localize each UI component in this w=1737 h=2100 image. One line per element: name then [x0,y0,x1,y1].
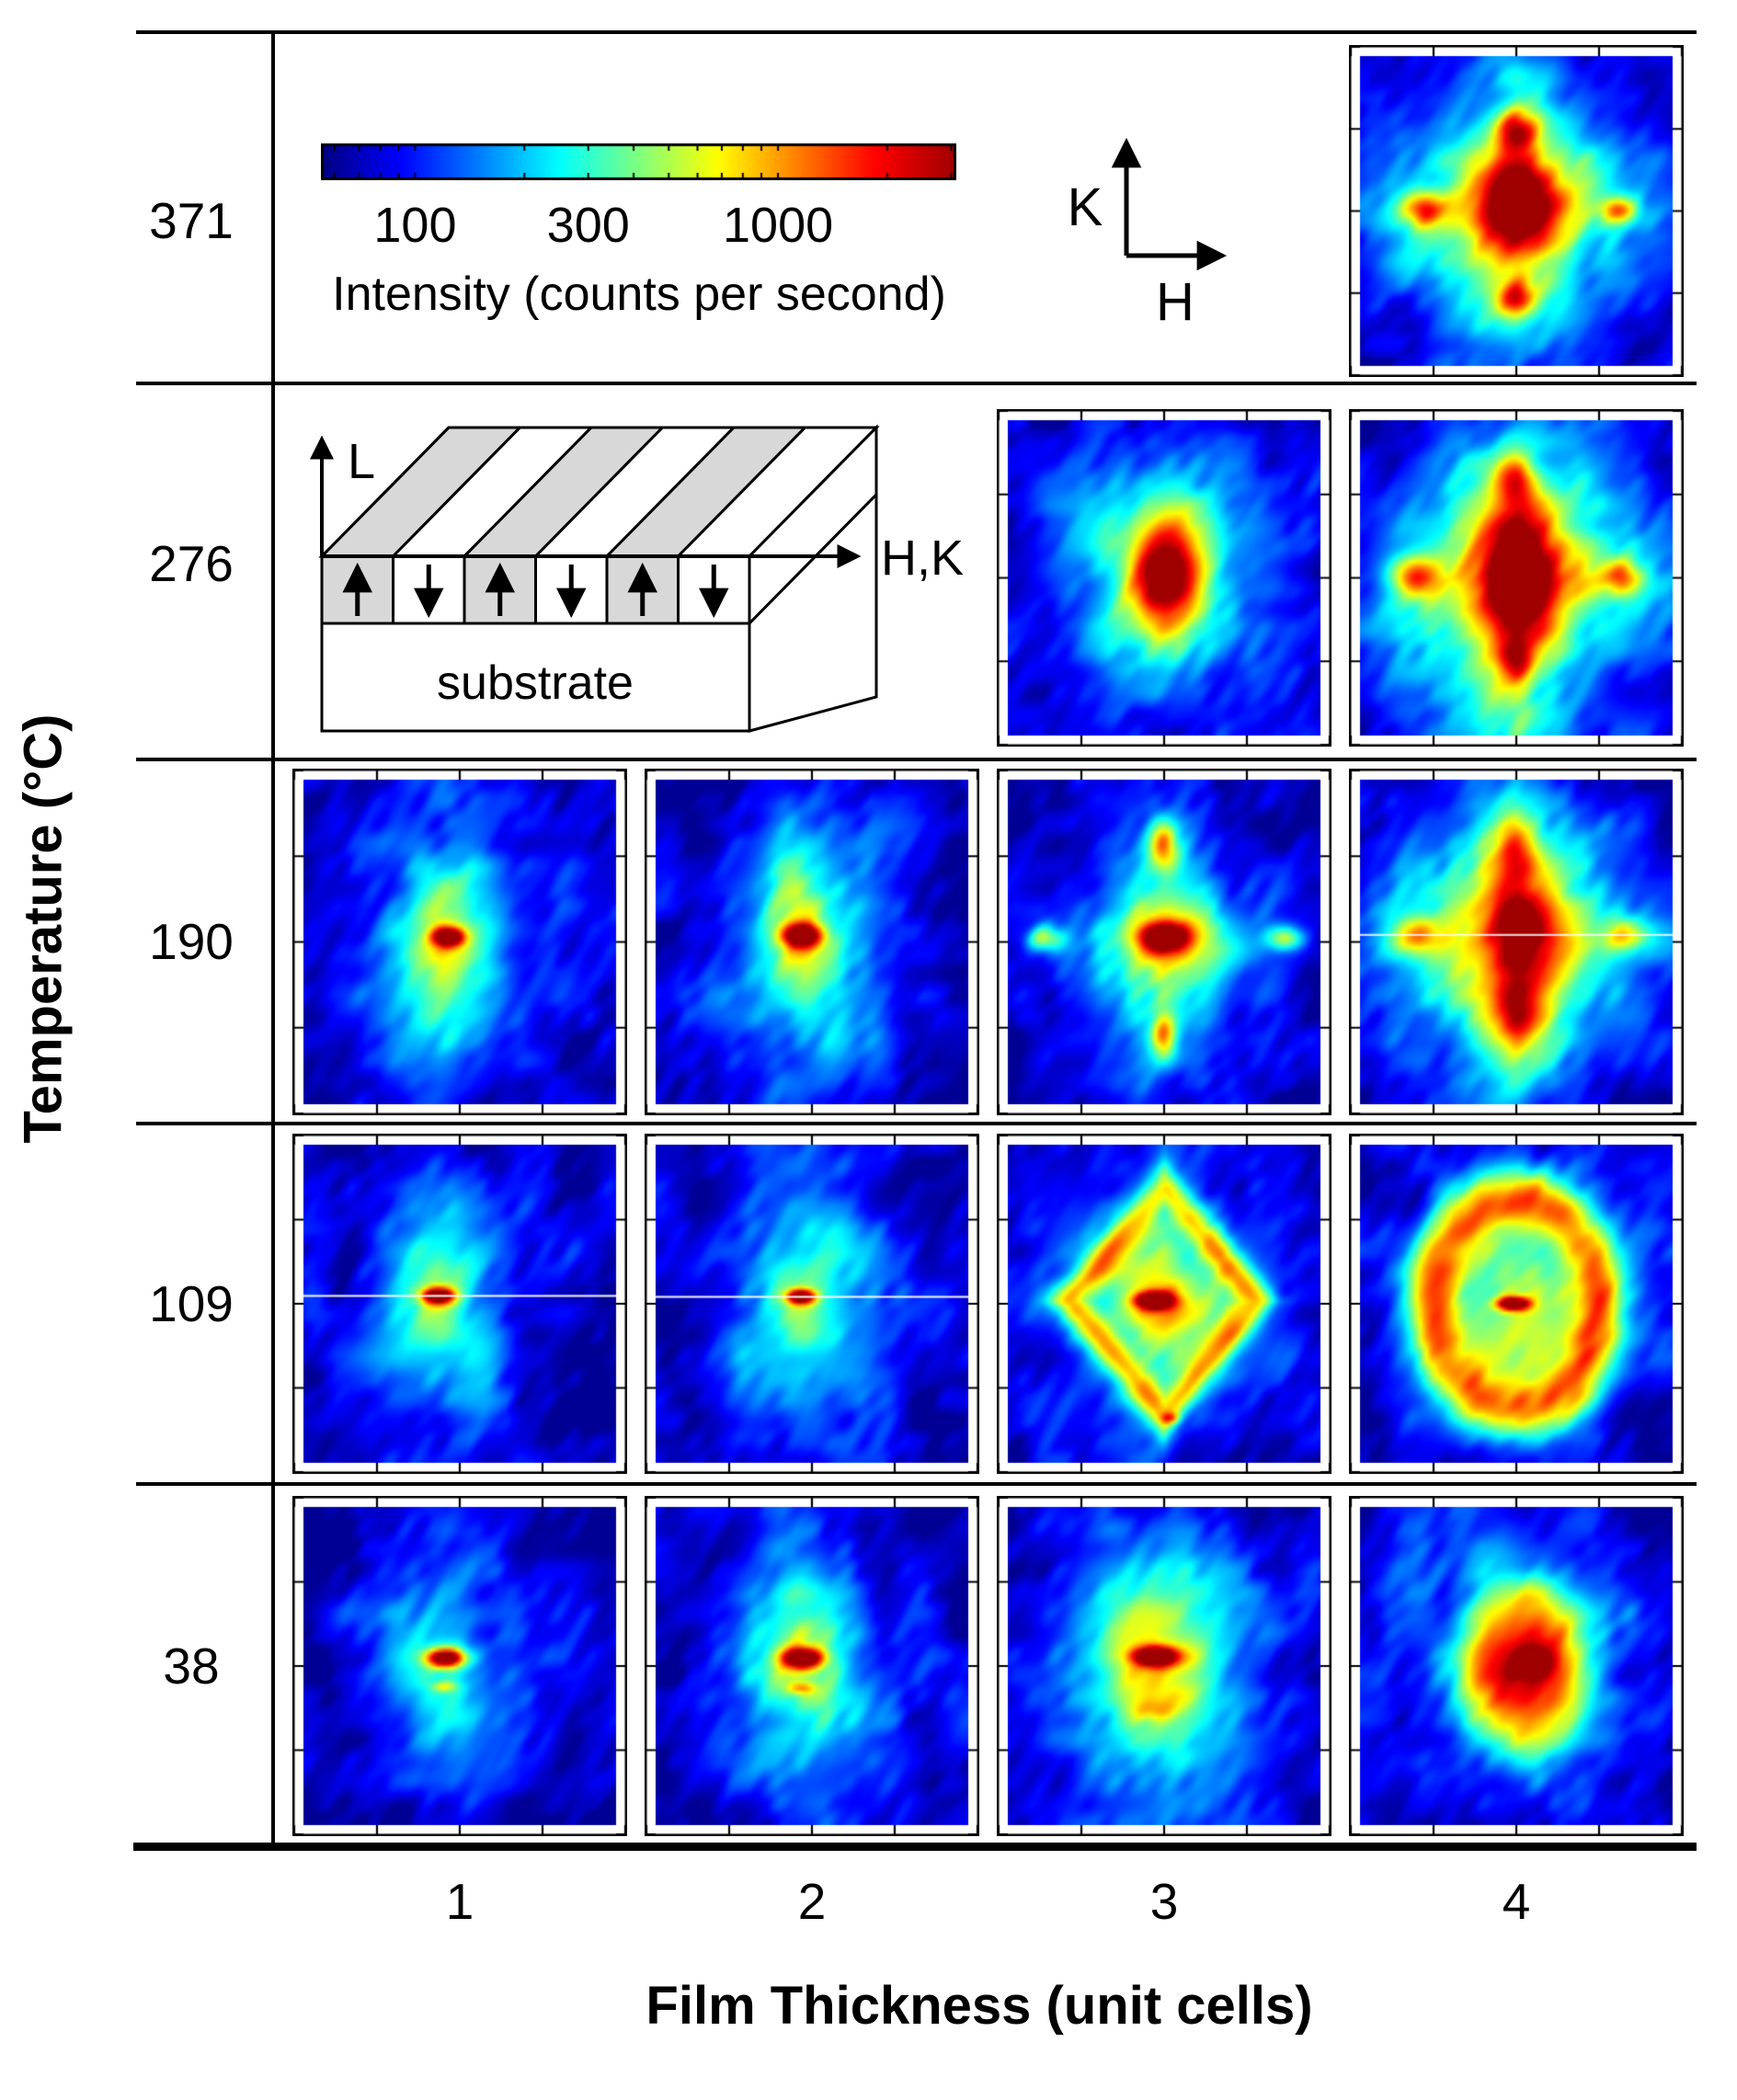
row-separator [136,1122,1697,1125]
heatmap-image [645,769,979,1115]
heatmap-image [1349,1134,1684,1474]
k-axis-label: K [1068,177,1103,237]
row-separator [136,1482,1697,1486]
row-label-109: 109 [149,1275,234,1332]
row-label-371: 371 [149,192,234,249]
heatmap-image [292,1134,627,1474]
heatmap-panel-190C-2uc [645,769,979,1115]
heatmap-image [997,1134,1331,1474]
y-axis-line [271,30,275,1846]
row-label-38: 38 [163,1638,220,1695]
col-label-4: 4 [1502,1873,1531,1930]
x-axis-label: Film Thickness (unit cells) [646,1976,1313,2036]
row-separator [136,758,1697,761]
heatmap-image [997,409,1331,747]
heatmap-panel-38C-2uc [645,1496,979,1836]
top-border-line [136,30,1697,34]
heatmap-image [645,1496,979,1836]
col-label-3: 3 [1149,1873,1179,1930]
heatmap-image [645,1134,979,1474]
heatmap-panel-190C-3uc [997,769,1331,1115]
x-axis-line [133,1843,1697,1851]
col-label-1: 1 [445,1873,474,1930]
colorbar-tick-1000: 1000 [723,198,834,253]
domain-cells [320,554,751,625]
heatmap-image [1349,45,1684,377]
row-separator [136,382,1697,385]
heatmap-image [1349,1496,1684,1836]
heatmap-image [997,1496,1331,1836]
substrate-label: substrate [437,656,634,710]
heatmap-image [1349,409,1684,747]
colorbar-tick-100: 100 [373,198,457,253]
colorbar-tick-300: 300 [546,198,630,253]
col-label-2: 2 [797,1873,827,1930]
heatmap-panel-38C-4uc [1349,1496,1684,1836]
h-axis-label: H [1156,272,1194,332]
heatmap-image [1349,769,1684,1115]
heatmap-image [292,1496,627,1836]
heatmap-panel-109C-1uc [292,1134,627,1474]
heatmap-panel-109C-4uc [1349,1134,1684,1474]
heatmap-panel-38C-1uc [292,1496,627,1836]
heatmap-panel-190C-4uc [1349,769,1684,1115]
heatmap-image [997,769,1331,1115]
colorbar-label: Intensity (counts per second) [332,268,946,321]
heatmap-panel-109C-2uc [645,1134,979,1474]
colorbar [321,143,956,180]
heatmap-panel-109C-3uc [997,1134,1331,1474]
heatmap-panel-276C-3uc [997,409,1331,747]
hk-axis-label: H,K [881,531,964,586]
heatmap-panel-38C-3uc [997,1496,1331,1836]
row-label-276: 276 [149,535,234,592]
heatmap-panel-190C-1uc [292,769,627,1115]
substrate-front-face [320,622,751,733]
heatmap-panel-276C-4uc [1349,409,1684,747]
domain-structure-schematic: substrate L H,K [310,424,964,733]
l-axis-label: L [348,434,375,489]
y-axis-label: Temperature (°C) [13,713,74,1144]
heatmap-image [292,769,627,1115]
heatmap-panel-371C-4uc [1349,45,1684,377]
row-label-190: 190 [149,913,234,970]
hk-axes-key: K H [1068,137,1228,332]
